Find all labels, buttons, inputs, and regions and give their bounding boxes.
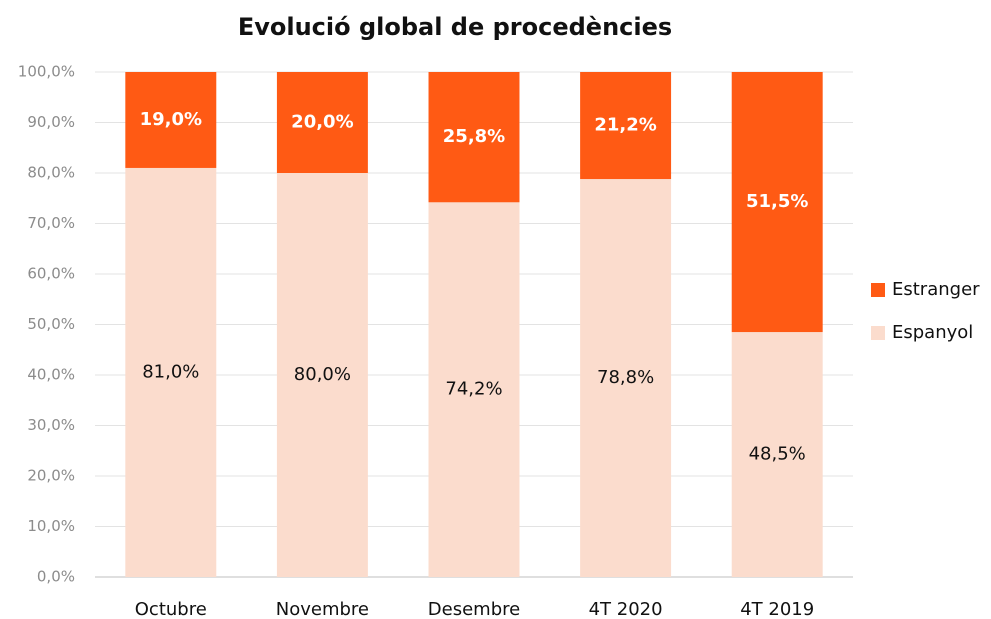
data-label: 80,0% bbox=[294, 364, 351, 385]
data-label: 78,8% bbox=[597, 367, 654, 388]
bar-segment bbox=[125, 167, 217, 577]
y-tick-label: 10,0% bbox=[27, 517, 75, 535]
data-label: 21,2% bbox=[594, 115, 656, 136]
bar-segment bbox=[428, 72, 520, 203]
x-tick-label: 4T 2020 bbox=[589, 599, 663, 619]
y-tick-label: 100,0% bbox=[18, 63, 75, 81]
data-label: 25,8% bbox=[443, 126, 505, 147]
legend-swatch bbox=[871, 283, 885, 297]
x-tick-label: Desembre bbox=[428, 599, 520, 619]
y-tick-label: 20,0% bbox=[27, 467, 75, 485]
y-tick-label: 30,0% bbox=[27, 416, 75, 434]
legend-label: Espanyol bbox=[892, 322, 973, 343]
y-tick-label: 80,0% bbox=[27, 164, 75, 182]
chart-title: Evolució global de procedències bbox=[238, 13, 672, 41]
bar-segment bbox=[276, 72, 368, 173]
x-tick-label: Novembre bbox=[276, 599, 369, 619]
y-tick-label: 40,0% bbox=[27, 366, 75, 384]
y-tick-label: 90,0% bbox=[27, 113, 75, 131]
data-label: 48,5% bbox=[749, 444, 806, 465]
legend-label: Estranger bbox=[892, 279, 980, 300]
y-tick-label: 60,0% bbox=[27, 265, 75, 283]
x-tick-label: Octubre bbox=[135, 599, 207, 619]
bar-segment bbox=[276, 173, 368, 577]
bar-segment bbox=[125, 72, 217, 168]
data-label: 74,2% bbox=[445, 379, 502, 400]
bar-segment bbox=[580, 179, 672, 577]
x-tick-label: 4T 2019 bbox=[740, 599, 814, 619]
y-tick-label: 70,0% bbox=[27, 214, 75, 232]
data-label: 51,5% bbox=[746, 191, 808, 212]
y-tick-label: 50,0% bbox=[27, 315, 75, 333]
bar-segment bbox=[580, 72, 672, 180]
data-label: 20,0% bbox=[291, 112, 353, 133]
y-tick-label: 0,0% bbox=[37, 568, 75, 586]
bar-segment bbox=[731, 332, 823, 577]
bar-segment bbox=[428, 202, 520, 578]
bar-segment bbox=[731, 72, 823, 333]
data-label: 19,0% bbox=[140, 109, 202, 130]
data-label: 81,0% bbox=[142, 361, 199, 382]
legend-swatch bbox=[871, 326, 885, 340]
